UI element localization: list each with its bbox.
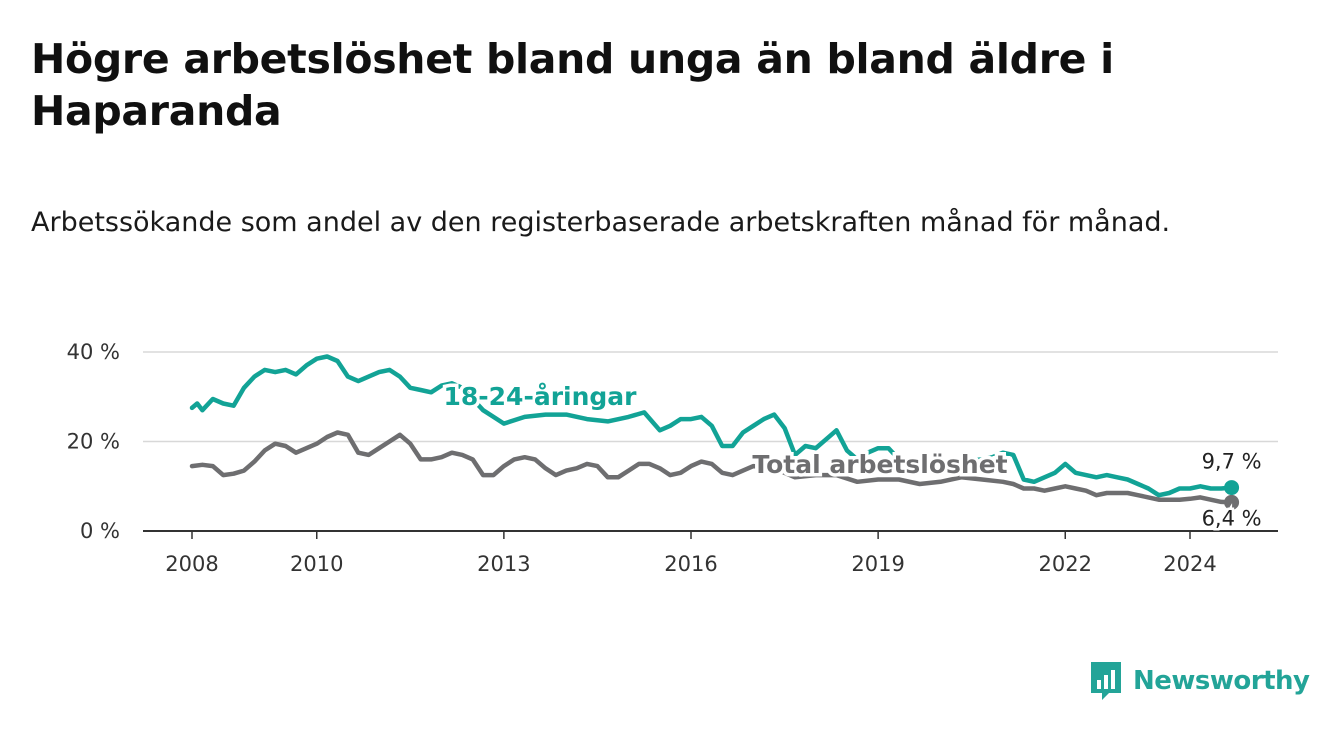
chart-subtitle: Arbetssökande som andel av den registerb…: [31, 207, 1171, 238]
x-tick-label: 2022: [1039, 552, 1092, 576]
newsworthy-brand: Newsworthy: [1089, 660, 1310, 702]
series-line-youth: [189, 354, 1234, 498]
bar-chart-logo-icon: [1091, 662, 1121, 700]
x-tick-label: 2016: [664, 552, 717, 576]
series-end-dot: [1224, 494, 1240, 510]
series-end-label: 9,7 %: [1202, 450, 1262, 474]
y-axis-ticks: 0 % 20 % 40 %: [67, 340, 120, 543]
series-name-label: 18-24-åringar: [444, 382, 638, 411]
x-tick-label: 2013: [477, 552, 530, 576]
series-labels: 9,7 % 18-24-åringar 6,4 % Total arbetslöshe…: [440, 379, 1264, 533]
chart-title: Högre arbetslöshet bland unga än bland ä…: [31, 35, 1114, 135]
x-axis-ticks: 2008 2010 2013 2016 2019 2022 2024: [165, 531, 1217, 576]
grid-lines: [143, 351, 1278, 532]
y-tick-label: 20 %: [67, 430, 120, 454]
y-tick-label: 0 %: [80, 519, 120, 543]
series-lines: [189, 354, 1240, 510]
line-chart: 0 % 20 % 40 % 2008 2010 2013 2016 2019 2022 2024…: [67, 340, 1278, 576]
series-line-total: [189, 430, 1234, 505]
y-tick-label: 40 %: [67, 340, 120, 364]
series-name-label: Total arbetslöshet: [752, 450, 1007, 479]
x-tick-label: 2008: [165, 552, 218, 576]
x-tick-label: 2024: [1163, 552, 1216, 576]
brand-name: Newsworthy: [1133, 666, 1310, 696]
series-end-dot: [1224, 480, 1240, 496]
series-end-label: 6,4 %: [1202, 506, 1262, 530]
x-tick-label: 2010: [290, 552, 343, 576]
x-tick-label: 2019: [851, 552, 904, 576]
